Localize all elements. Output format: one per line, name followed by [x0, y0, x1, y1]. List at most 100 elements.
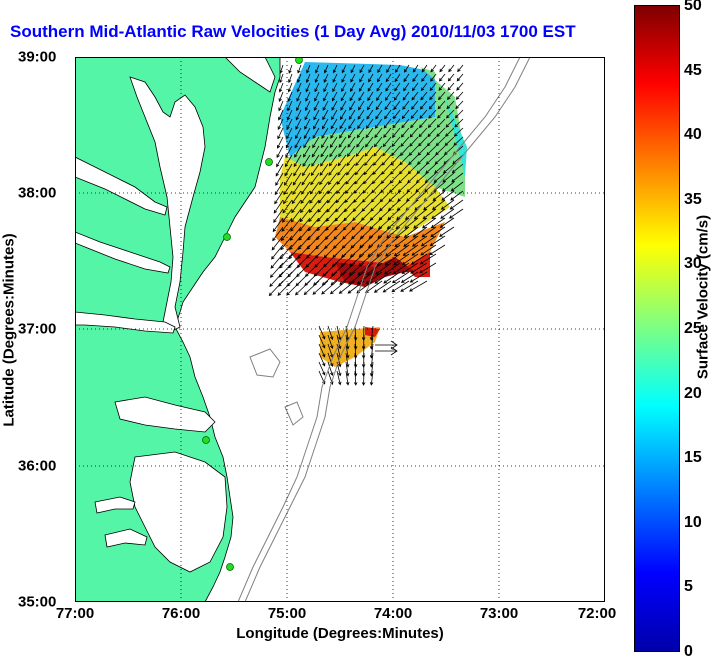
chesapeake-bay	[129, 76, 206, 333]
velocity-arrow	[374, 127, 383, 139]
velocity-arrow	[290, 208, 302, 223]
velocity-arrow	[419, 253, 437, 265]
velocity-arrow	[338, 145, 347, 158]
velocity-arrow	[422, 208, 437, 220]
velocity-arrow	[287, 100, 293, 112]
colorbar-tick-label: 20	[684, 384, 702, 402]
velocity-arrow	[446, 109, 455, 119]
velocity-arrow	[303, 136, 311, 149]
velocity-arrow	[312, 136, 320, 149]
velocity-arrow	[420, 235, 437, 247]
velocity-patch-north-blue	[280, 62, 435, 157]
velocity-arrow	[310, 172, 320, 186]
velocity-arrow	[346, 154, 356, 167]
velocity-arrow	[411, 244, 428, 256]
velocity-arrow	[391, 136, 401, 148]
velocity-arrow	[454, 109, 464, 119]
velocity-arrow	[447, 82, 455, 91]
velocity-arrow	[277, 127, 284, 140]
velocity-arrow	[393, 253, 410, 266]
velocity-arrow	[358, 82, 365, 92]
velocity-arrow	[295, 109, 302, 121]
velocity-arrow	[303, 127, 311, 140]
velocity-arrow	[323, 82, 329, 93]
velocity-arrow	[321, 136, 329, 149]
velocity-arrow	[387, 199, 401, 212]
velocity-arrow	[277, 280, 293, 296]
velocity-arrow	[428, 100, 437, 110]
velocity-arrow	[341, 244, 356, 258]
velocity-arrow	[303, 145, 311, 158]
velocity-arrow	[284, 163, 293, 177]
velocity-arrow	[353, 325, 358, 341]
velocity-arrow	[330, 127, 338, 139]
velocity-arrow	[371, 172, 383, 185]
velocity-arrow	[420, 244, 437, 256]
velocity-arrow	[327, 370, 334, 386]
velocity-arrow	[336, 370, 342, 386]
velocity-arrow	[421, 226, 437, 238]
velocity-arrow	[430, 64, 437, 73]
velocity-arrow	[372, 154, 383, 166]
velocity-arrow	[365, 136, 374, 148]
velocity-arrow	[394, 235, 410, 248]
velocity-arrow	[322, 109, 329, 121]
velocity-arrow	[450, 190, 464, 201]
velocity-arrow	[401, 109, 410, 120]
velocity-arrow	[449, 199, 464, 210]
velocity-arrow	[428, 109, 437, 119]
velocity-arrow	[382, 136, 392, 148]
velocity-arrow	[347, 127, 356, 139]
velocity-arrow	[375, 100, 383, 111]
velocity-arrow	[282, 199, 293, 214]
velocity-arrow	[288, 73, 293, 84]
velocity-arrow	[401, 118, 410, 129]
velocity-arrow	[314, 91, 320, 102]
velocity-arrow	[332, 73, 338, 83]
velocity-arrow	[293, 163, 302, 177]
colorbar-tick-label: 25	[684, 320, 702, 337]
velocity-arrow	[411, 91, 419, 101]
velocity-arrow	[284, 172, 293, 186]
velocity-arrow	[347, 136, 356, 148]
velocity-arrow	[303, 280, 320, 296]
velocity-arrow	[268, 280, 284, 297]
velocity-arrow	[287, 91, 293, 102]
velocity-arrow	[354, 163, 365, 176]
velocity-arrow	[308, 199, 320, 213]
velocity-arrow	[323, 73, 329, 83]
velocity-arrow	[424, 172, 437, 183]
velocity-arrow	[296, 100, 302, 112]
velocity-arrow	[314, 73, 320, 83]
station-marker	[265, 158, 273, 166]
velocity-arrow	[404, 217, 419, 229]
rappahannock-river	[75, 231, 171, 274]
velocity-arrow	[456, 73, 464, 82]
velocity-arrow	[393, 100, 401, 111]
velocity-arrow	[384, 109, 392, 120]
velocity-arrow	[406, 181, 419, 193]
velocity-arrow	[269, 262, 284, 278]
velocity-arrow	[314, 82, 320, 93]
velocity-arrow	[363, 172, 374, 185]
velocity-arrow	[299, 208, 311, 223]
velocity-arrow	[455, 91, 464, 100]
velocity-arrow	[427, 118, 437, 128]
velocity-arrow	[372, 163, 383, 175]
velocity-arrow	[321, 118, 329, 130]
velocity-arrow	[412, 64, 419, 73]
velocity-arrows	[268, 64, 464, 386]
velocity-arrow	[328, 154, 338, 167]
velocity-arrow	[392, 127, 401, 138]
bathymetry-contours	[237, 57, 531, 602]
velocity-arrow	[441, 190, 455, 201]
velocity-arrow	[341, 64, 347, 74]
velocity-arrow	[327, 172, 338, 185]
velocity-arrow	[412, 235, 428, 247]
velocity-arrow	[376, 91, 383, 101]
x-tick-label: 76:00	[161, 605, 201, 622]
velocity-arrow	[446, 91, 455, 101]
velocity-arrow	[419, 109, 428, 119]
map-plot-area	[75, 57, 605, 602]
velocity-arrow	[338, 136, 347, 148]
